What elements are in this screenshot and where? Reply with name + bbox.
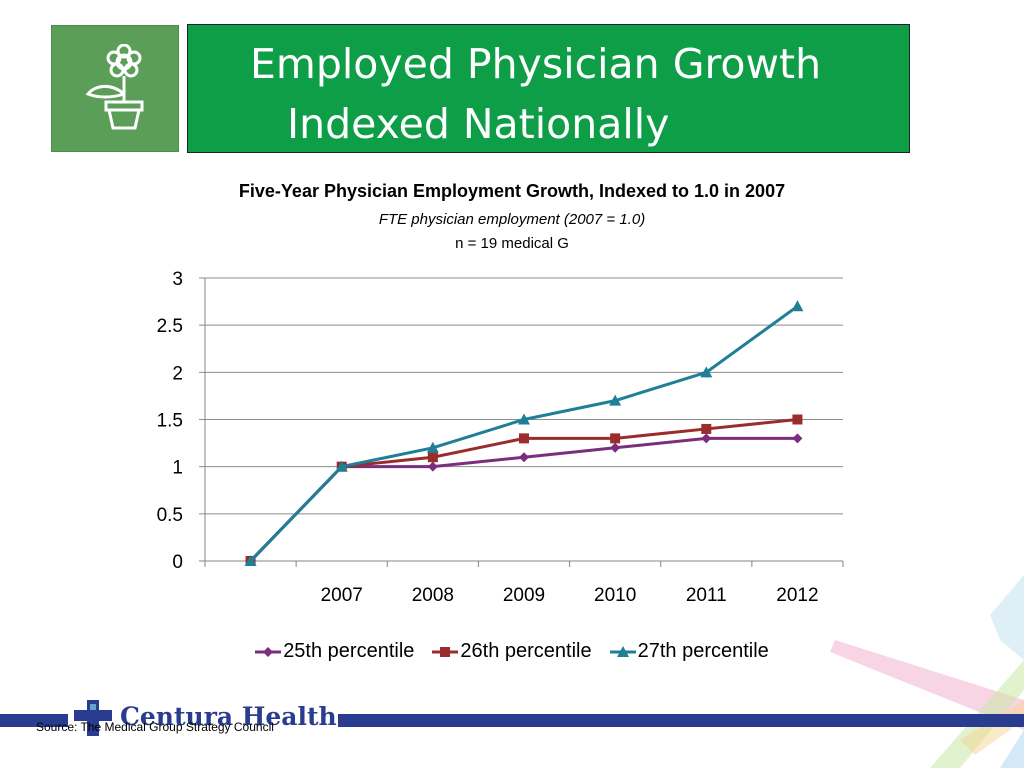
icon-panel	[51, 25, 179, 152]
data-point	[609, 394, 622, 406]
chart-note: n = 19 medical G	[455, 235, 569, 252]
data-point	[518, 413, 530, 425]
x-tick-label: 2008	[412, 585, 454, 606]
legend-label: 27th percentile	[637, 640, 769, 662]
x-tick-label: 2009	[503, 585, 545, 606]
legend-swatch	[432, 646, 459, 657]
logo-text: Centura Health	[120, 702, 337, 731]
data-point	[427, 452, 438, 463]
x-tick-label: 2011	[686, 585, 727, 606]
data-point	[427, 461, 438, 472]
x-tick-label: 2012	[776, 585, 818, 606]
centura-logo: Centura Health	[68, 700, 338, 736]
y-tick-label: 0.5	[157, 505, 183, 526]
cross-logo-icon	[74, 700, 112, 736]
slide-title-line2: Indexed Nationally	[287, 100, 670, 148]
y-tick-label: 3	[172, 269, 183, 290]
data-point	[335, 460, 348, 472]
x-tick-label: 2010	[594, 585, 636, 606]
data-point	[791, 300, 804, 312]
data-point	[792, 433, 803, 444]
slide-title-line1: Employed Physician Growth	[250, 40, 822, 88]
legend-swatch	[609, 645, 636, 657]
y-tick-label: 1	[172, 458, 183, 479]
data-point	[519, 433, 529, 444]
chart-subtitle: FTE physician employment (2007 = 1.0)	[378, 211, 646, 228]
chart-legend: 25th percentile 26th percentile 27th perce…	[0, 640, 1024, 663]
chart-title: Five-Year Physician Employment Growth, I…	[238, 181, 786, 201]
line-chart: 0 0.5 1 1.5 2 2.5 3 2007 2008 2009 2010 2011 2012	[157, 269, 844, 606]
title-banner: Employed Physician Growth Indexed Nation…	[187, 24, 910, 153]
data-point	[701, 433, 712, 444]
y-tick-label: 1.5	[157, 411, 183, 432]
data-point	[519, 452, 529, 463]
data-point	[701, 423, 712, 434]
data-point	[244, 555, 257, 566]
source-note: Source: The Medical Group Strategy Counc…	[36, 720, 274, 734]
flower-pot-icon	[85, 44, 144, 130]
legend-item: 26th percentile	[432, 640, 592, 663]
y-tick-label: 0	[172, 552, 183, 573]
data-point	[610, 442, 621, 453]
data-point	[426, 441, 439, 453]
data-point	[700, 366, 713, 378]
y-tick-label: 2	[172, 363, 183, 384]
data-point	[792, 414, 803, 425]
legend-label: 25th percentile	[283, 640, 415, 662]
legend-label: 26th percentile	[460, 640, 592, 662]
data-point	[610, 433, 621, 444]
legend-swatch	[255, 646, 282, 657]
x-tick-label: 2007	[321, 585, 363, 606]
legend-item: 25th percentile	[255, 640, 414, 663]
legend-item: 27th percentile	[609, 640, 769, 663]
y-tick-label: 2.5	[157, 316, 183, 337]
